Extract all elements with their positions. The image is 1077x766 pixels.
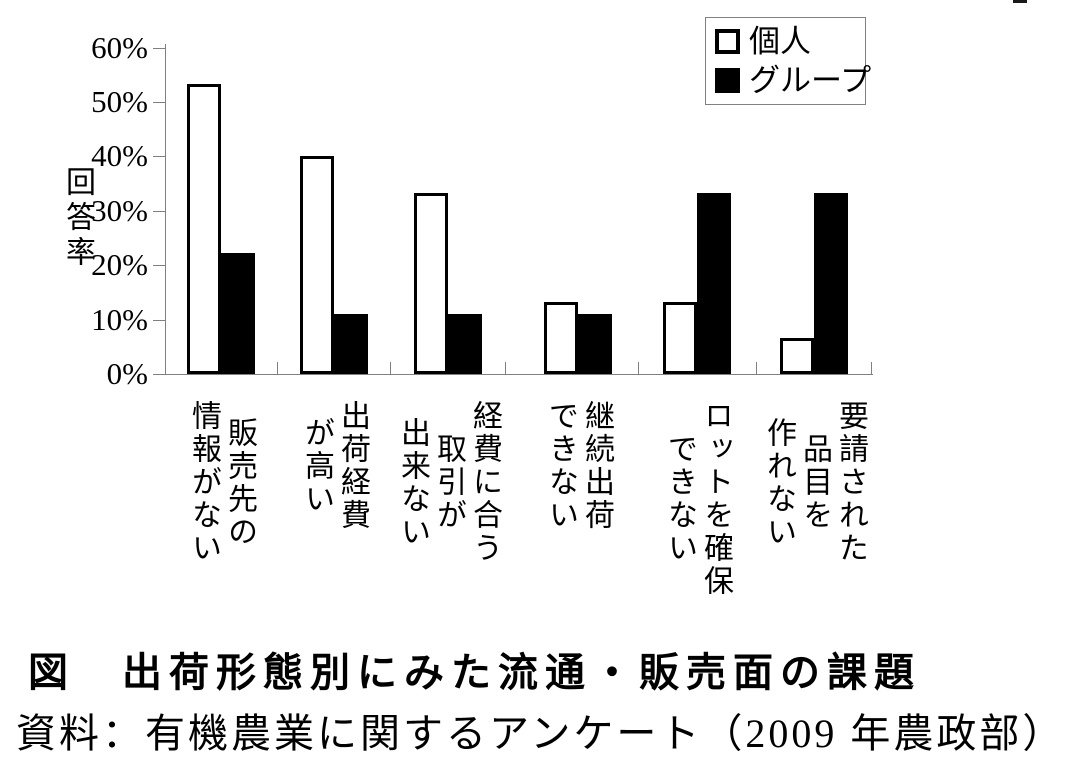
x-tick-3 bbox=[638, 362, 639, 375]
y-tick-label-50: 50% bbox=[91, 84, 148, 119]
figure-source: 資料：有機農業に関するアンケート（2009 年農政部） bbox=[16, 711, 1066, 756]
y-tick-30 bbox=[153, 210, 165, 212]
bar-1-0 bbox=[221, 253, 255, 374]
legend-label-individual: 個人 bbox=[749, 24, 811, 59]
legend: 個人 グループ bbox=[705, 17, 871, 105]
y-axis-line bbox=[165, 44, 166, 375]
y-tick-50 bbox=[153, 102, 165, 103]
y-tick-20 bbox=[153, 265, 165, 267]
legend-swatch-individual bbox=[715, 29, 740, 54]
bar-0-5 bbox=[780, 338, 814, 374]
y-tick-40 bbox=[153, 156, 165, 158]
y-axis-title: 回答率 bbox=[61, 166, 94, 271]
x-axis-label-4: ロットを確保 できない bbox=[663, 400, 732, 598]
bar-1-4 bbox=[697, 193, 731, 374]
x-axis-label-5: 要請された 品目を 作れない bbox=[762, 400, 867, 565]
x-tick-0 bbox=[277, 362, 278, 375]
y-tick-60 bbox=[153, 47, 165, 49]
bar-0-1 bbox=[300, 156, 334, 374]
y-tick-label-0: 0% bbox=[106, 356, 148, 391]
bar-1-5 bbox=[814, 193, 848, 374]
x-tick-5 bbox=[871, 362, 872, 375]
legend-item-group: グループ bbox=[715, 65, 871, 96]
bar-0-3 bbox=[544, 302, 578, 374]
y-tick-0 bbox=[153, 374, 165, 375]
x-axis-label-2: 経費に合う 取引が 出来ない bbox=[396, 400, 501, 565]
y-tick-label-60: 60% bbox=[91, 29, 148, 65]
y-tick-label-10: 10% bbox=[91, 301, 148, 337]
bar-0-2 bbox=[414, 193, 448, 374]
bar-1-1 bbox=[334, 314, 368, 374]
y-tick-label-20: 20% bbox=[91, 247, 148, 283]
figure-title: 図 出荷形態別にみた流通・販売面の課題 bbox=[28, 651, 921, 695]
x-tick-4 bbox=[756, 362, 757, 375]
y-tick-10 bbox=[153, 319, 165, 321]
bar-1-3 bbox=[578, 314, 612, 374]
legend-item-individual: 個人 bbox=[715, 26, 865, 57]
legend-swatch-group bbox=[715, 68, 740, 93]
y-tick-label-40: 40% bbox=[91, 138, 148, 174]
x-axis-label-0: 販売先の 情報がない bbox=[187, 400, 256, 565]
bar-0-0 bbox=[187, 84, 221, 374]
x-axis-line bbox=[165, 374, 873, 375]
x-tick-2 bbox=[505, 362, 506, 375]
y-tick-label-30: 30% bbox=[91, 192, 148, 228]
legend-label-group: グループ bbox=[749, 63, 872, 98]
x-axis-label-3: 継続出荷 できない bbox=[544, 400, 613, 532]
x-axis-label-1: 出荷経費 が高い bbox=[300, 400, 369, 532]
cropped-text-fragment bbox=[1013, 0, 1027, 3]
x-tick-1 bbox=[390, 362, 391, 375]
bar-1-2 bbox=[448, 314, 482, 374]
bar-0-4 bbox=[663, 302, 697, 374]
